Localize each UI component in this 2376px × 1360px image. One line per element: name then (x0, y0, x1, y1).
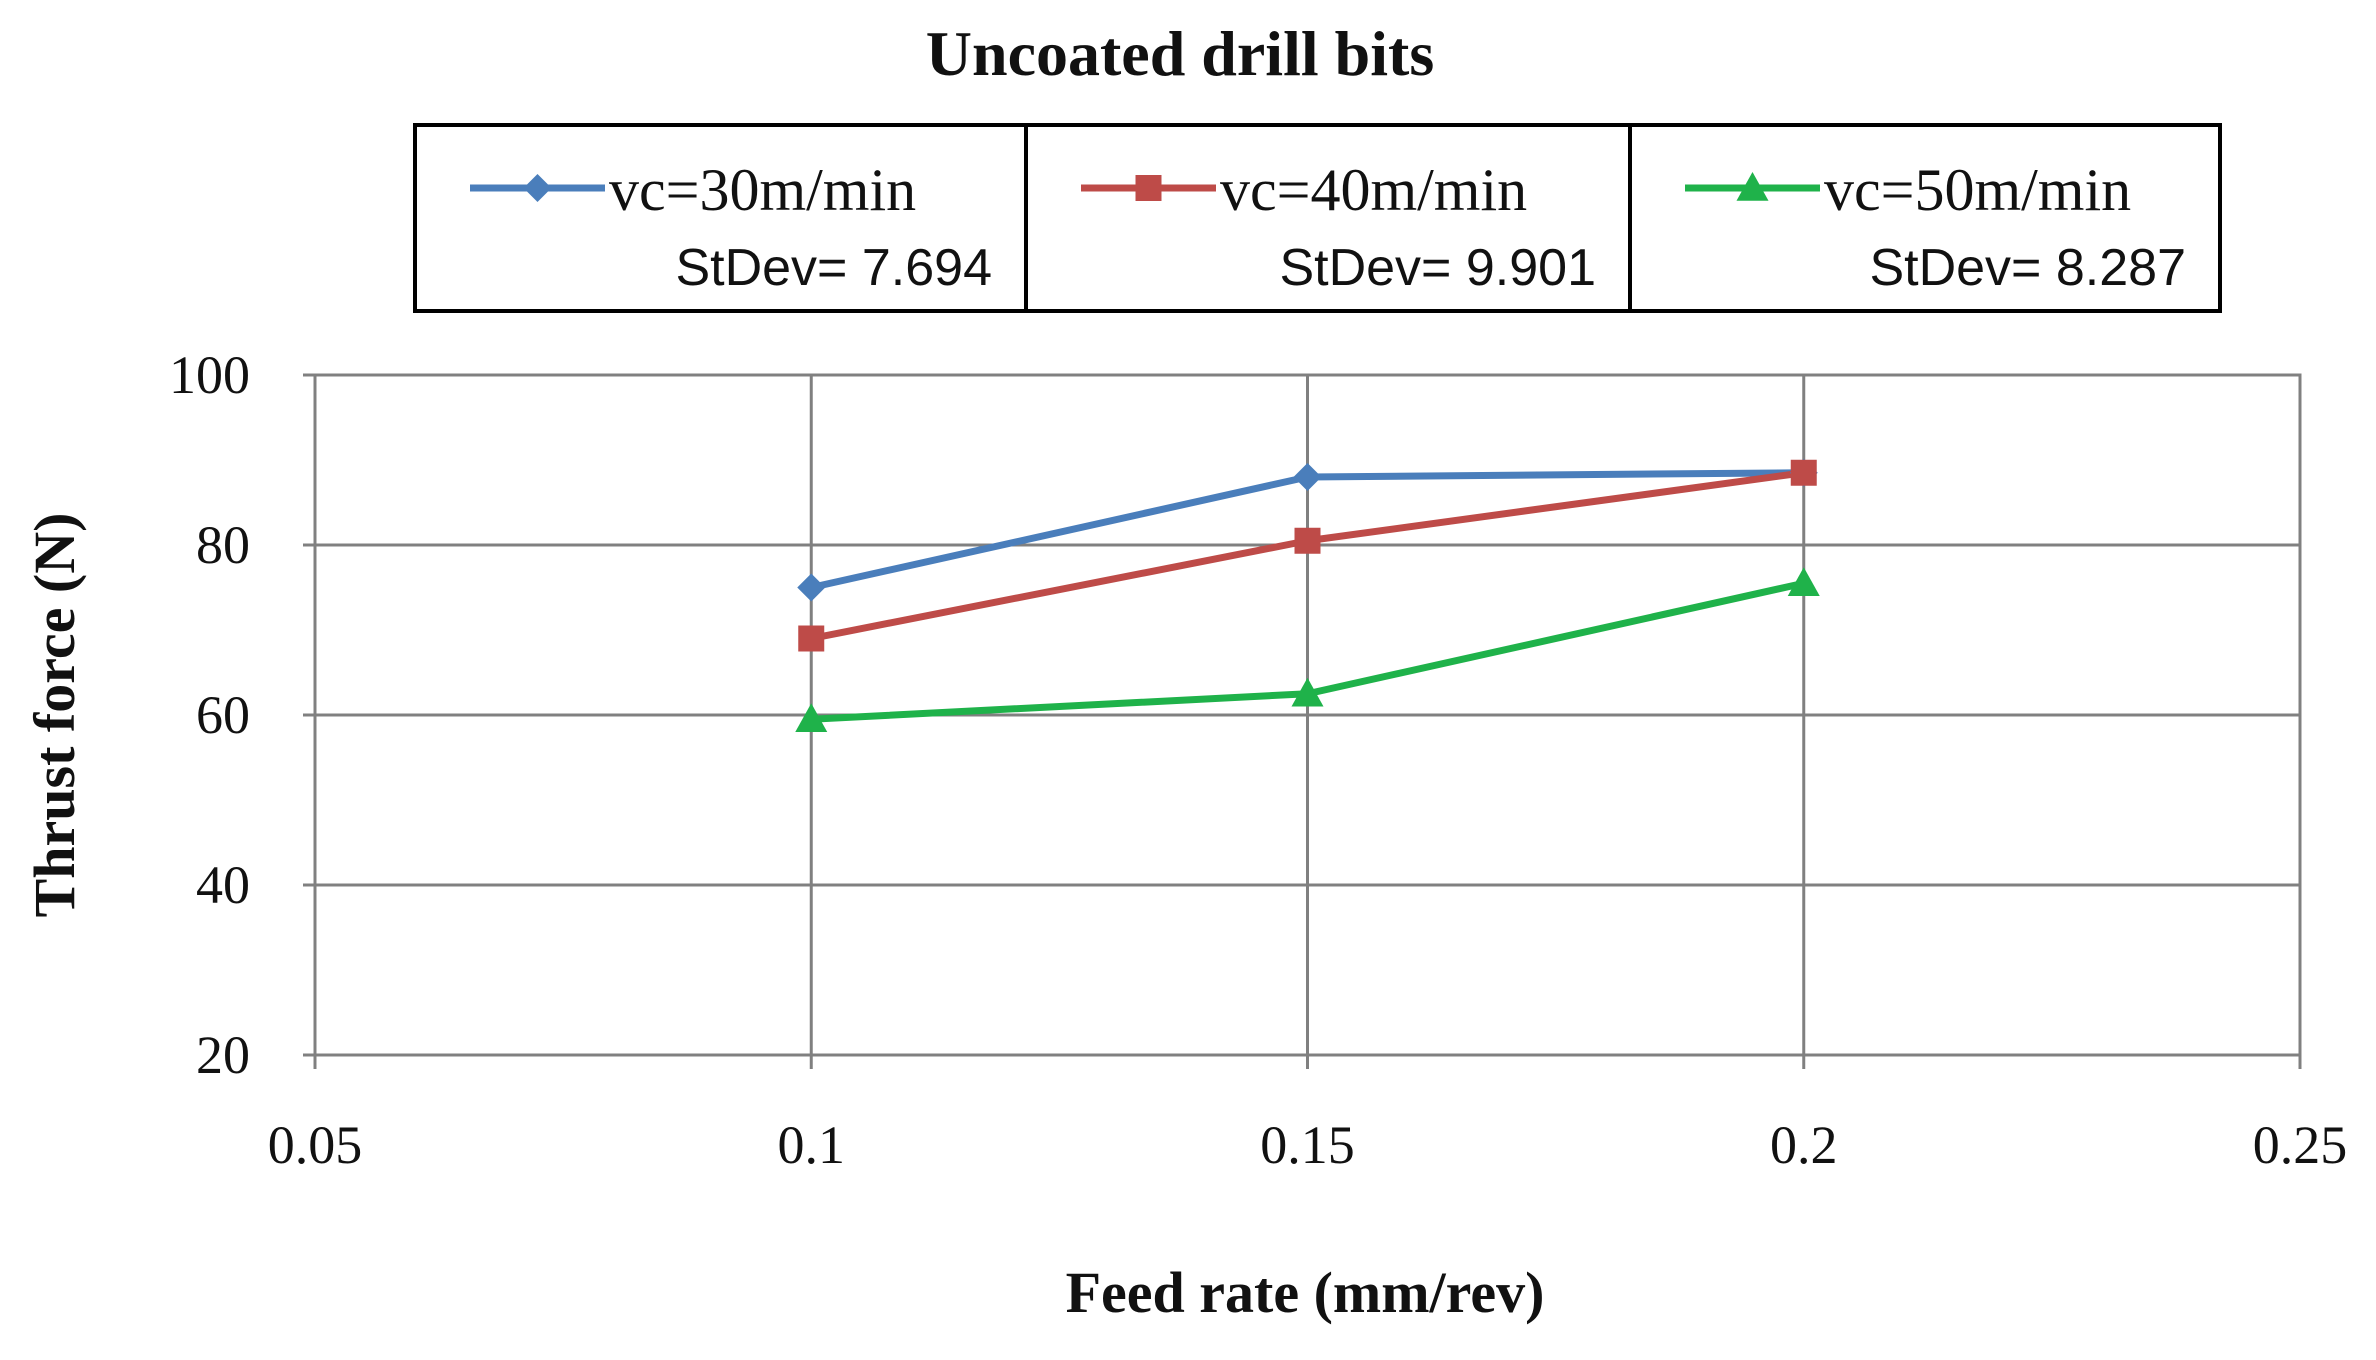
legend-label-1: vc=30m/min (609, 157, 916, 223)
legend-marker-3 (1736, 172, 1769, 201)
legend-stdev-1: StDev= 7.694 (675, 239, 992, 297)
data-point-series-1 (1293, 463, 1322, 491)
data-point-series-2 (798, 625, 825, 652)
data-point-series-3 (795, 703, 828, 733)
y-tick-label: 20 (196, 1025, 250, 1085)
x-tick-label: 0.2 (1770, 1115, 1838, 1175)
legend: vc=30m/min StDev= 7.694 vc=40m/min StDev= 9… (413, 123, 2222, 313)
legend-stdev-3: StDev= 8.287 (1869, 239, 2186, 297)
chart-title: Uncoated drill bits (926, 18, 1434, 89)
x-tick-label: 0.25 (2253, 1115, 2348, 1175)
legend-marker-1 (523, 174, 552, 202)
data-point-series-2 (1294, 527, 1321, 554)
legend-stdev-2: StDev= 9.901 (1279, 239, 1596, 297)
y-tick-label: 80 (196, 515, 250, 575)
x-tick-label: 0.1 (778, 1115, 846, 1175)
legend-label-2: vc=40m/min (1220, 157, 1527, 223)
legend-marker-2 (1135, 175, 1162, 201)
plot-area: 0.05 0.1 0.15 0.2 0.25 20 40 60 80 100 (169, 345, 2347, 1175)
x-tick-label: 0.15 (1260, 1115, 1355, 1175)
y-axis-title: Thrust force (N) (22, 513, 87, 918)
y-tick-label: 40 (196, 855, 250, 915)
x-axis-title: Feed rate (mm/rev) (1066, 1260, 1545, 1325)
data-point-series-1 (797, 573, 826, 602)
x-tick-label: 0.05 (268, 1115, 363, 1175)
data-point-series-3 (1291, 677, 1324, 707)
y-tick-label: 60 (196, 685, 250, 745)
data-point-series-2 (1790, 459, 1817, 486)
y-tick-label: 100 (169, 345, 250, 405)
legend-label-3: vc=50m/min (1824, 157, 2131, 223)
data-point-series-3 (1787, 567, 1820, 597)
